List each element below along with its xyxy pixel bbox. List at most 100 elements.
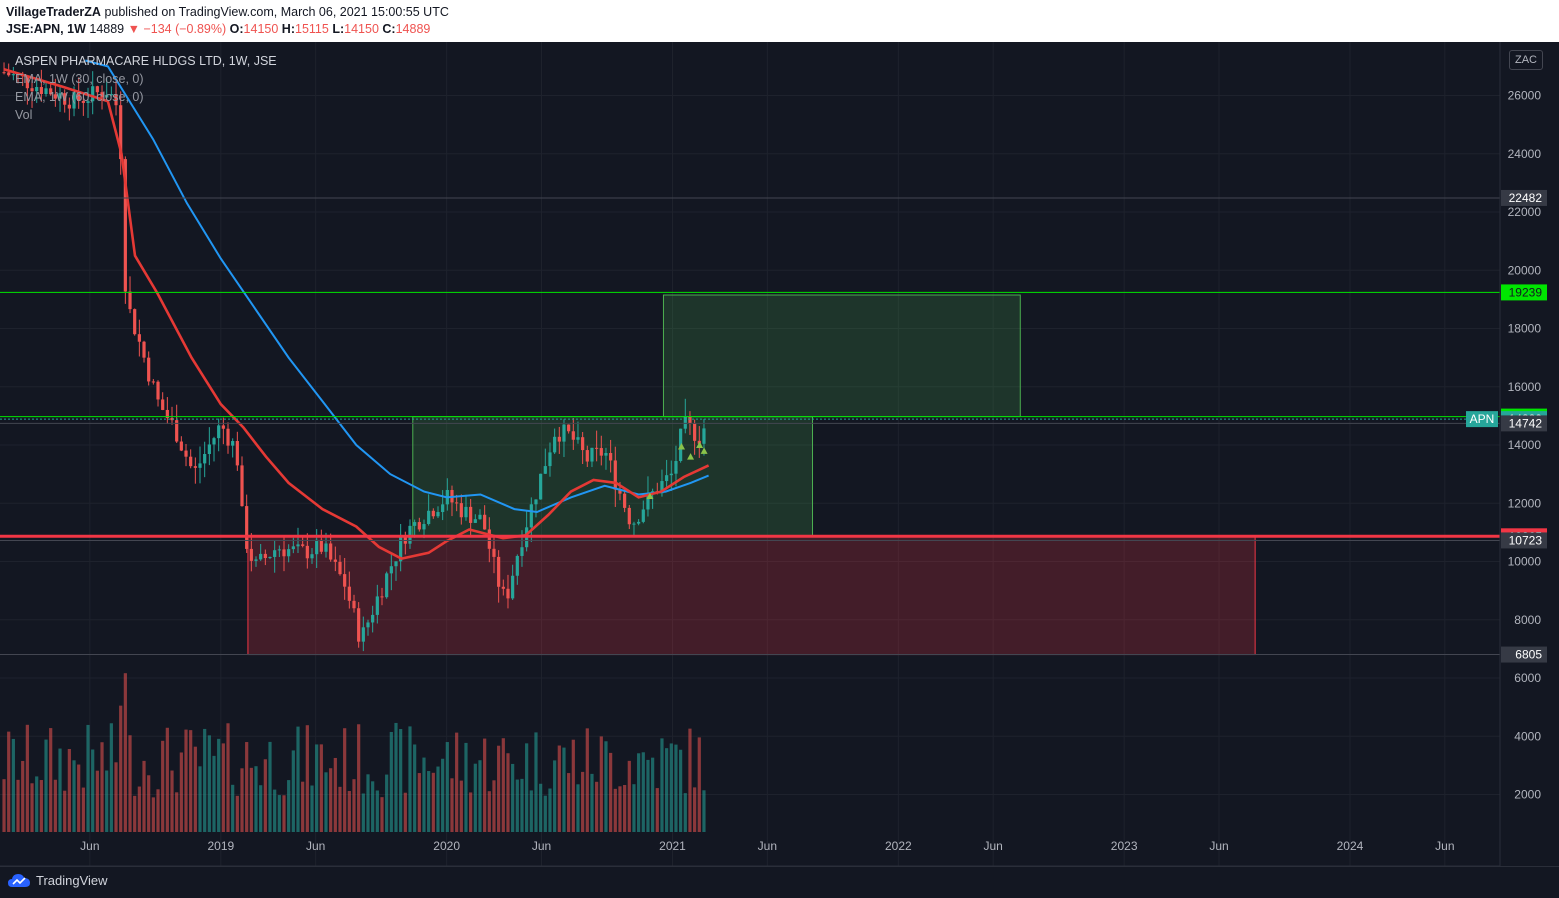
candle-body [7, 72, 11, 76]
price-tick-label: 12000 [1508, 496, 1542, 510]
volume-bar [231, 784, 235, 832]
volume-bar [683, 793, 687, 832]
support-zone[interactable] [247, 535, 1256, 656]
volume-bar [324, 772, 328, 832]
volume-bar [147, 775, 151, 832]
volume-bar [627, 760, 631, 832]
price-tick-label: 16000 [1508, 380, 1542, 394]
volume-bar [63, 790, 67, 832]
candle-body [333, 559, 337, 562]
legend-ema60[interactable]: EMA, 1W (60, close, 0) [15, 90, 144, 104]
price-label-text: 10723 [1509, 533, 1543, 547]
volume-bar [529, 790, 533, 832]
volume-bar [249, 767, 253, 832]
volume-bar [240, 768, 244, 832]
volume-bar [674, 744, 678, 832]
volume-bar [105, 770, 109, 832]
volume-bar [91, 749, 95, 832]
candle-body [310, 554, 314, 559]
candle-body [473, 519, 477, 523]
candle-body [240, 465, 244, 507]
candle-body [305, 545, 309, 559]
candle-body [567, 424, 571, 432]
candle-body [427, 510, 431, 525]
candle-body [156, 381, 160, 400]
candle-body [67, 104, 71, 109]
volume-bar [142, 760, 146, 832]
currency-badge[interactable]: ZAC [1509, 50, 1543, 70]
price-change: ▼ −134 (−0.89%) [127, 22, 227, 36]
candle-body [613, 460, 617, 490]
volume-bar [100, 742, 104, 832]
candle-body [30, 88, 34, 92]
price-chart[interactable]: 2000 4000 6000 8000 10000 12000 14000 16000 1800… [0, 42, 1559, 897]
volume-bar [473, 763, 477, 832]
volume-bar [86, 724, 90, 832]
volume-bar [385, 774, 389, 832]
candle-body [39, 87, 43, 94]
volume-bar [343, 728, 347, 832]
candle-body [581, 437, 585, 451]
volume-bar [263, 759, 267, 832]
legend-title: ASPEN PHARMACARE HLDGS LTD, 1W, JSE [15, 54, 277, 68]
candle-body [254, 559, 258, 561]
signal-marker [696, 441, 704, 448]
author-link[interactable]: VillageTraderZA [6, 5, 101, 19]
volume-bar [590, 773, 594, 832]
candle-body [151, 381, 155, 383]
volume-bar [58, 748, 62, 832]
volume-bars [2, 673, 706, 832]
candle-body [571, 431, 575, 440]
volume-bar [487, 791, 491, 832]
volume-bar [511, 763, 515, 832]
candle-body [235, 441, 239, 466]
candle-body [25, 76, 29, 89]
volume-bar [469, 792, 473, 832]
volume-bar [207, 735, 211, 832]
ema30-line[interactable] [3, 68, 710, 560]
candle-body [137, 334, 141, 342]
volume-bar [632, 784, 636, 832]
buy-range-zone[interactable] [412, 416, 814, 537]
candle-body [105, 94, 109, 98]
symbol-name[interactable]: JSE:APN, 1W [6, 22, 86, 36]
candle-body [273, 550, 277, 557]
volume-bar [305, 725, 309, 832]
tradingview-logo[interactable]: TradingView [8, 873, 108, 888]
candle-body [119, 105, 123, 160]
volume-bar [389, 731, 393, 832]
price-label-box [1501, 415, 1547, 432]
candle-body [562, 424, 566, 442]
candle-body [221, 425, 225, 429]
symbol-tag-box[interactable] [1466, 411, 1498, 428]
candle-body [49, 88, 53, 95]
time-tick-label: Jun [1209, 839, 1228, 853]
price-axis[interactable]: 2000 4000 6000 8000 10000 12000 14000 16000 1800… [1508, 89, 1542, 802]
candle-body [455, 502, 459, 504]
time-tick-label: Jun [532, 839, 551, 853]
candle-body [394, 561, 398, 567]
volume-bar [268, 741, 272, 832]
volume-bar [567, 773, 571, 832]
price-labels: 22482192391497514889APN14742108651072368… [1466, 189, 1547, 663]
candle-body [53, 94, 57, 99]
open-label: O: [229, 22, 244, 36]
volume-bar [459, 780, 463, 832]
candle-body [408, 525, 412, 544]
time-tick-label: 2020 [433, 839, 460, 853]
legend-volume[interactable]: Vol [15, 108, 33, 122]
legend-ema30[interactable]: EMA, 1W (30, close, 0) [15, 72, 144, 86]
volume-bar [333, 757, 337, 832]
volume-bar [189, 730, 193, 832]
time-axis[interactable]: Jun 2019 Jun 2020 Jun 2021 Jun 2022 Jun 2023 Jun 20… [80, 839, 1454, 853]
time-tick-label: Jun [1435, 839, 1454, 853]
ema-lines [3, 59, 710, 560]
time-tick-label: Jun [983, 839, 1002, 853]
target-zone[interactable] [662, 294, 1021, 418]
candle-body [217, 425, 221, 439]
volume-bar [44, 739, 48, 832]
candle-body [464, 506, 468, 518]
candle-body [282, 549, 286, 557]
volume-bar [217, 738, 221, 832]
volume-bar [660, 738, 664, 832]
